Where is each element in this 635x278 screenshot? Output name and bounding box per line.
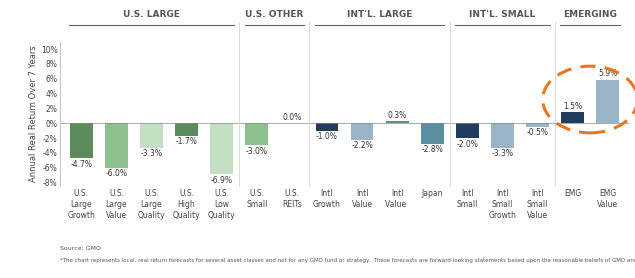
Text: U.S.
Large
Quality: U.S. Large Quality [138,189,165,220]
Text: INT'L. LARGE: INT'L. LARGE [347,10,412,19]
Bar [105,123,128,168]
Text: INT'L. SMALL: INT'L. SMALL [469,10,535,19]
Text: EMERGING: EMERGING [563,10,617,19]
Bar [351,123,373,140]
Text: -4.7%: -4.7% [70,160,92,168]
Text: -6.9%: -6.9% [211,176,232,185]
Text: 5.9%: 5.9% [598,69,617,78]
Bar [526,123,549,127]
Text: -2.8%: -2.8% [421,145,443,155]
Bar [210,123,233,174]
Text: 0.0%: 0.0% [282,113,302,122]
Text: Intl
Growth: Intl Growth [313,189,341,209]
Text: Intl
Small
Value: Intl Small Value [527,189,548,220]
Text: *The chart represents local, real return forecasts for several asset classes and: *The chart represents local, real return… [60,258,635,263]
Y-axis label: Annual Real Return Over 7 Years: Annual Real Return Over 7 Years [29,46,38,182]
Text: -6.0%: -6.0% [105,169,128,178]
Text: U.S.
Low
Quality: U.S. Low Quality [208,189,236,220]
Text: U.S.
High
Quality: U.S. High Quality [173,189,201,220]
Text: Intl
Value: Intl Value [385,189,409,209]
Text: Source: GMO: Source: GMO [60,246,102,251]
Text: U.S. LARGE: U.S. LARGE [123,10,180,19]
Text: -3.3%: -3.3% [140,149,163,158]
Text: U.S.
Large
Value: U.S. Large Value [105,189,127,220]
Bar [456,123,479,138]
Bar [316,123,338,131]
Text: 0.3%: 0.3% [387,111,407,120]
Text: Japan: Japan [422,189,443,198]
Text: Intl
Value: Intl Value [351,189,373,209]
Text: U.S.
REITs: U.S. REITs [282,189,302,209]
Bar [561,112,584,123]
Text: -2.2%: -2.2% [351,141,373,150]
Bar [596,80,619,123]
Text: Intl
Small: Intl Small [457,189,478,209]
Bar [385,121,408,123]
Text: -3.3%: -3.3% [491,149,513,158]
Text: -0.5%: -0.5% [526,128,549,137]
Text: Intl
Small
Growth: Intl Small Growth [488,189,516,220]
Text: U.S.
Large
Growth: U.S. Large Growth [67,189,95,220]
Bar [175,123,198,136]
Text: EMG: EMG [564,189,581,198]
Bar [70,123,93,158]
Text: U.S. OTHER: U.S. OTHER [245,10,304,19]
Text: -3.0%: -3.0% [246,147,268,156]
Bar [491,123,514,148]
Text: -2.0%: -2.0% [457,140,478,148]
Text: -1.0%: -1.0% [316,132,338,141]
Bar [421,123,444,144]
Text: 1.5%: 1.5% [563,102,582,111]
Bar [245,123,268,145]
Text: U.S.
Small: U.S. Small [246,189,267,209]
Bar [140,123,163,148]
Text: -1.7%: -1.7% [176,137,197,146]
Text: EMG
Value: EMG Value [597,189,618,209]
